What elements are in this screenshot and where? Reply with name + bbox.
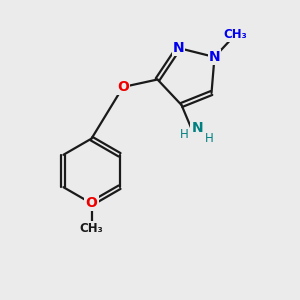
Text: CH₃: CH₃ [80, 221, 103, 235]
Text: N: N [209, 50, 220, 64]
Text: CH₃: CH₃ [224, 28, 248, 41]
Text: H: H [205, 132, 214, 146]
Text: O: O [85, 196, 98, 210]
Text: N: N [173, 41, 184, 55]
Text: O: O [117, 80, 129, 94]
Text: H: H [179, 128, 188, 142]
Text: N: N [191, 121, 203, 135]
